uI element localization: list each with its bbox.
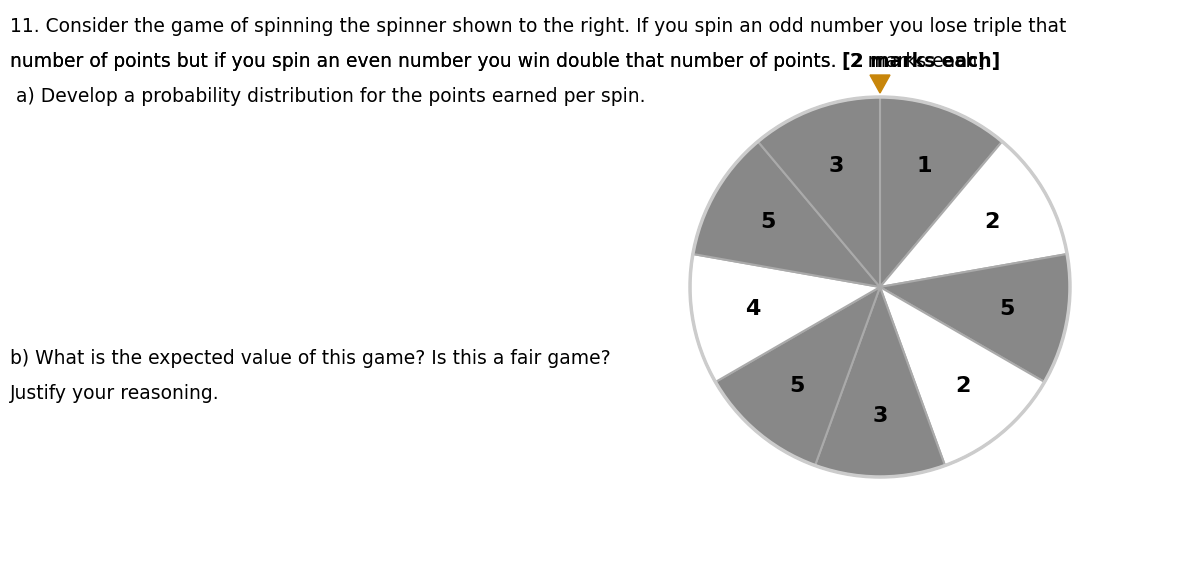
Text: a) Develop a probability distribution for the points earned per spin.: a) Develop a probability distribution fo… [10,87,646,106]
Wedge shape [815,287,944,477]
Wedge shape [880,254,1070,382]
Text: 3: 3 [872,406,888,426]
Text: b) What is the expected value of this game? Is this a fair game?: b) What is the expected value of this ga… [10,349,611,368]
Wedge shape [715,287,880,466]
Text: 11. Consider the game of spinning the spinner shown to the right. If you spin an: 11. Consider the game of spinning the sp… [10,17,1067,36]
Text: number of points but if you spin an even number you win double that number of po: number of points but if you spin an even… [10,52,985,71]
Text: 4: 4 [745,299,761,320]
Text: number of points but if you spin an even number you win double that number of po: number of points but if you spin an even… [10,52,842,71]
Text: 1: 1 [917,156,932,175]
Wedge shape [880,97,1002,287]
Text: Justify your reasoning.: Justify your reasoning. [10,384,220,403]
Wedge shape [880,287,1044,466]
Wedge shape [692,141,880,287]
Text: 2: 2 [955,376,971,396]
Text: 2: 2 [984,212,1000,233]
Text: 5: 5 [761,212,775,233]
Wedge shape [758,97,880,287]
Text: 5: 5 [790,376,805,396]
Text: 5: 5 [1000,299,1015,320]
Text: [2 marks each]: [2 marks each] [842,52,1001,71]
Text: 3: 3 [828,156,844,175]
Polygon shape [870,75,890,93]
Wedge shape [690,254,880,382]
Wedge shape [880,141,1067,287]
